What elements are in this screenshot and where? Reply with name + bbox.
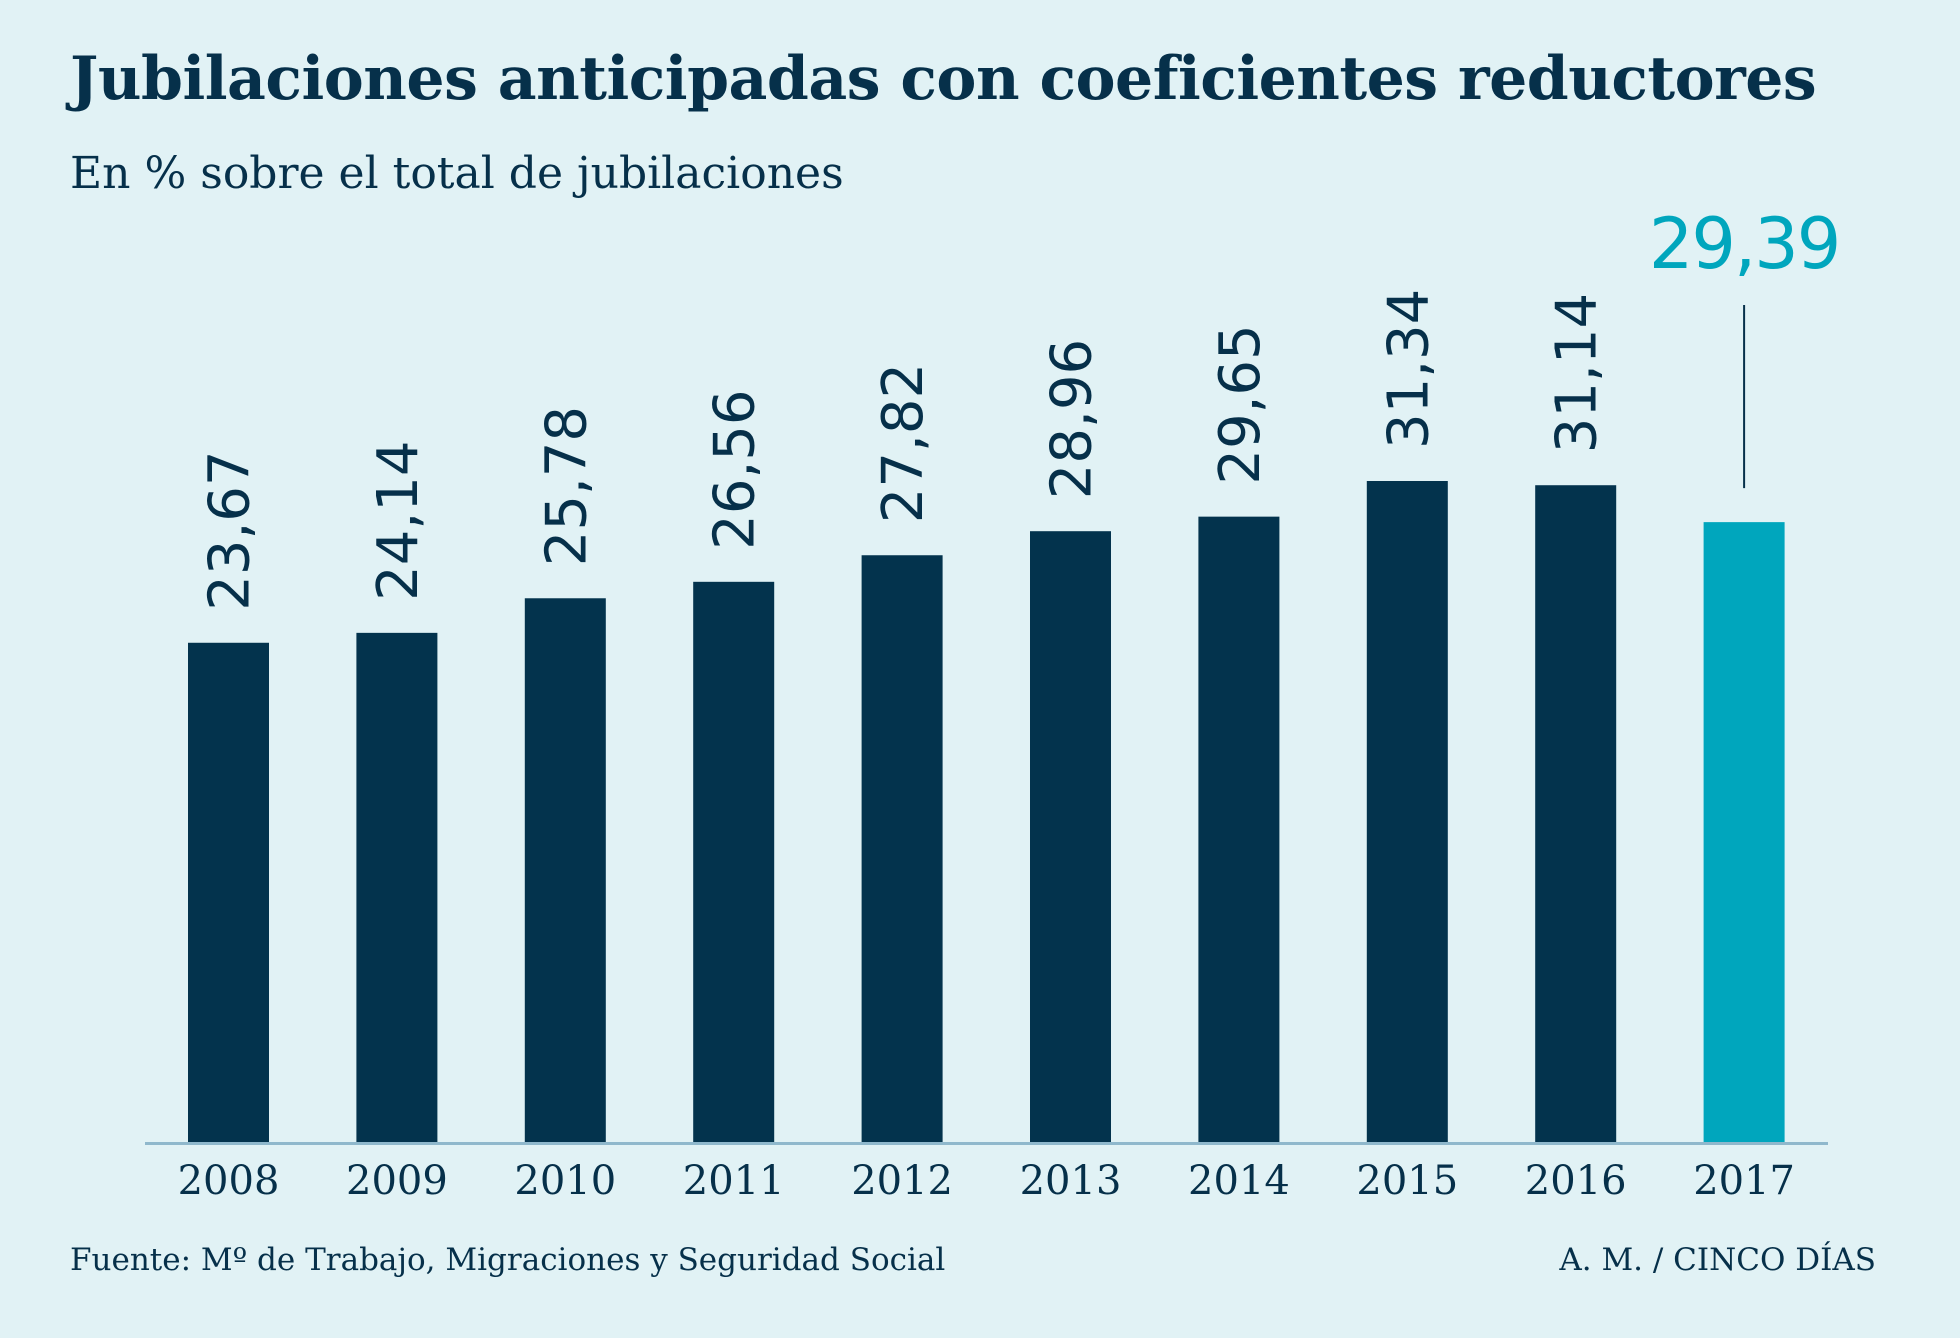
data-label-2011: 26,56 [703,389,768,549]
x-tick-label-2016: 2016 [1525,1158,1627,1204]
source-note: Fuente: Mº de Trabajo, Migraciones y Seg… [70,1242,946,1278]
data-label-2017: 29,39 [1649,203,1839,285]
bar-2010 [524,598,606,1142]
data-label-2016: 31,14 [1545,293,1610,453]
x-tick-label-2014: 2014 [1188,1158,1290,1204]
x-tick-label-2013: 2013 [1020,1158,1122,1204]
x-tick-label-2009: 2009 [346,1158,448,1204]
data-label-2008: 23,67 [198,450,263,610]
x-tick-label-2011: 2011 [683,1158,785,1204]
bar-2008 [188,642,269,1142]
data-label-2012: 27,82 [871,363,936,523]
bar-2012 [861,555,943,1142]
bar-2009 [356,632,438,1142]
data-label-2009: 24,14 [366,441,431,601]
data-label-2015: 31,34 [1376,289,1441,449]
chart-title: Jubilaciones anticipadas con coeficiente… [70,44,1817,114]
x-tick-label-2015: 2015 [1356,1158,1458,1204]
x-tick-label-2012: 2012 [851,1158,953,1204]
bar-2011 [693,581,775,1142]
bar-2015 [1366,481,1448,1142]
bar-2017 [1703,522,1785,1142]
x-tick-label-2017: 2017 [1693,1158,1795,1204]
bar-2014 [1198,516,1280,1142]
x-tick-label-2008: 2008 [178,1158,280,1204]
bar-2013 [1030,531,1111,1142]
bar-2016 [1535,485,1617,1142]
credit-note: A. M. / CINCO DÍAS [1559,1242,1876,1278]
data-label-2010: 25,78 [534,406,599,566]
data-label-2014: 29,65 [1208,324,1273,484]
data-label-2013: 28,96 [1040,339,1105,499]
x-tick-label-2010: 2010 [514,1158,616,1204]
chart-subtitle: En % sobre el total de jubilaciones [70,148,844,199]
